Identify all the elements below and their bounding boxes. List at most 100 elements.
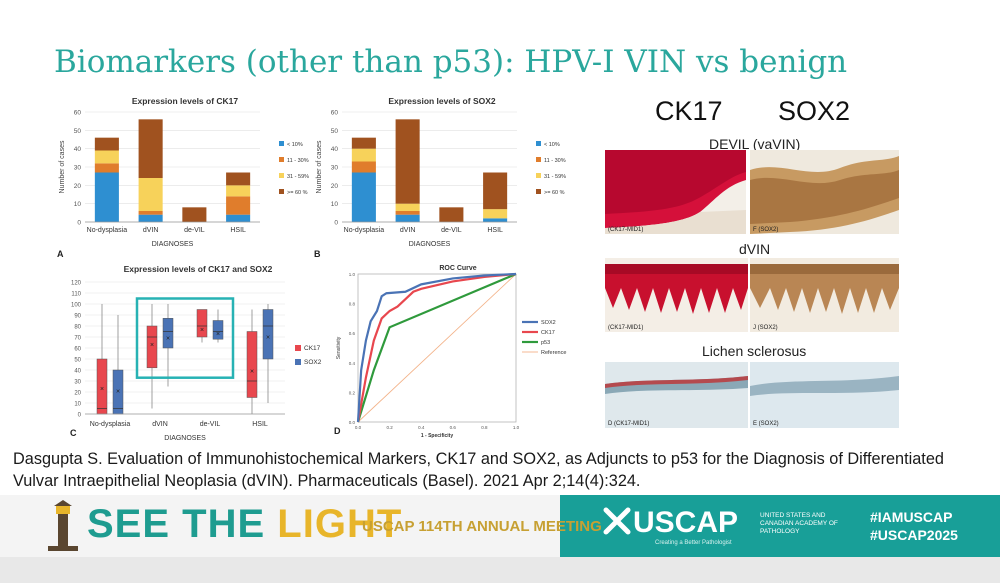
y-tick-label: 110 (71, 292, 81, 298)
x-tick-label: de-VIL (200, 421, 221, 428)
micrograph-devil-sox2-label: F (SOX2) (753, 227, 779, 233)
legend-label: 31 - 59% (287, 174, 309, 180)
box (146, 325, 158, 369)
uscap-logo: USCAP (633, 506, 739, 539)
y-tick-label: 0 (334, 220, 338, 227)
micrograph-devil-ck17-label: (CK17-MID1) (608, 227, 644, 233)
legend-swatch (536, 173, 541, 178)
mean-marker: × (150, 342, 154, 349)
plot-frame (357, 273, 517, 423)
bar-segment (351, 172, 376, 222)
chart-title: ROC Curve (439, 265, 476, 272)
mean-marker: × (216, 331, 220, 338)
x-tick-label: 0.6 (450, 425, 457, 430)
x-axis-label: DIAGNOSES (152, 241, 194, 248)
micrograph-dvin-sox2-label: J (SOX2) (753, 325, 778, 331)
x-tick-label: dVIN (400, 227, 416, 234)
y-tick-label: 20 (74, 391, 81, 397)
legend-label: p53 (541, 340, 550, 346)
micrograph-dvin-ck17: (CK17-MID1) (605, 258, 748, 332)
legend-swatch (279, 157, 284, 162)
chart-panel-a: Expression levels of CK17 0 10 20 30 40 50 60 Nu… (57, 96, 309, 259)
micro-row-title-lichen: Lichen sclerosus (702, 343, 807, 359)
bar-segment (226, 172, 251, 186)
roc-line-reference (357, 273, 517, 423)
micro-col-sox2: SOX2 (778, 96, 851, 126)
x-axis-label: 1 - Specificity (421, 433, 453, 439)
chart-panel-d: ROC Curve 0.00.0 0.2 0.2 0.4 0.4 0.6 0.6 0.8 0.8 1… (334, 265, 566, 439)
x-tick-label: dVIN (152, 421, 168, 428)
y-tick-label: 90 (74, 314, 81, 320)
lighthouse-icon (48, 500, 78, 551)
uscap-x-icon (603, 507, 631, 535)
y-tick-label: 10 (74, 201, 82, 208)
y-tick-label: 60 (74, 110, 82, 117)
citation-text: Dasgupta S. Evaluation of Immunohistoche… (13, 450, 944, 490)
chart-panel-c: Expression levels of CK17 and SOX2 0 10 20 3… (70, 264, 322, 442)
y-tick-label: 30 (331, 165, 339, 172)
mean-marker: × (250, 369, 254, 376)
legend-label: 11 - 30% (287, 158, 309, 164)
uscap-tagline: Creating a Better Pathologist (655, 540, 732, 546)
slide-title: Biomarkers (other than p53): HPV-I VIN v… (54, 44, 848, 80)
bar-segment (439, 207, 464, 222)
micrograph-devil-sox2: F (SOX2) (750, 150, 899, 234)
panel-letter: C (70, 428, 77, 438)
bar-segment (94, 150, 119, 164)
hashtag-uscap2025: #USCAP2025 (870, 527, 958, 543)
roc-line-p53 (356, 272, 517, 423)
y-axis-label: Number of cases (316, 140, 323, 193)
light-text: LIGHT (277, 502, 403, 546)
x-tick-label: de-VIL (441, 227, 462, 234)
bar-segment (138, 214, 163, 222)
x-tick-label: HSIL (487, 227, 503, 234)
y-tick-label: 40 (74, 369, 81, 375)
legend-label: SOX2 (541, 320, 556, 326)
bar-segment (483, 172, 508, 210)
y-tick-label: 0.6 (349, 331, 356, 336)
see-the-light-logo: SEE THE LIGHT (87, 502, 402, 547)
y-tick-label: 0.8 (349, 302, 356, 307)
bar-segment (395, 203, 420, 211)
y-tick-label: 0 (78, 413, 82, 419)
y-tick-label: 0.0 (349, 420, 356, 425)
hashtag-iamuscap: #IAMUSCAP (870, 509, 953, 525)
legend-swatch (295, 359, 301, 365)
y-tick-label: 50 (331, 128, 339, 135)
box (262, 309, 274, 360)
y-tick-label: 0.2 (349, 390, 356, 395)
x-tick-label: No-dysplasia (87, 227, 128, 234)
mean-marker: × (200, 327, 204, 334)
panel-letter: B (314, 249, 321, 259)
micrograph-lichen-sox2: E (SOX2) (750, 362, 899, 428)
footer-bottom-strip (0, 557, 1000, 583)
y-tick-label: 30 (74, 380, 81, 386)
bar-segment (351, 148, 376, 162)
chart-panel-b: Expression levels of SOX2 0 10 20 30 40 50 60 Nu… (314, 96, 566, 259)
roc-line-sox2 (356, 272, 517, 423)
y-tick-label: 0 (77, 220, 81, 227)
meeting-label: USCAP 114TH ANNUAL MEETING (362, 518, 602, 535)
mean-marker: × (116, 388, 120, 395)
legend-label: 11 - 30% (544, 158, 566, 164)
legend-swatch (536, 141, 541, 146)
panel-letter: A (57, 249, 64, 259)
y-tick-label: 10 (74, 402, 81, 408)
mean-marker: × (166, 336, 170, 343)
highlight-box (135, 297, 235, 379)
y-tick-label: 20 (74, 183, 82, 190)
bar-segment (351, 161, 376, 173)
y-tick-label: 10 (331, 201, 339, 208)
y-tick-label: 20 (331, 183, 339, 190)
legend-label: >= 60 % (544, 190, 565, 196)
y-tick-label: 120 (71, 281, 82, 287)
x-tick-label: dVIN (143, 227, 159, 234)
y-tick-label: 0.4 (349, 361, 356, 366)
mean-marker: × (266, 335, 270, 342)
chart-title: Expression levels of CK17 (132, 96, 239, 106)
box (196, 309, 208, 338)
bar-segment (226, 185, 251, 197)
x-axis-label: DIAGNOSES (164, 435, 206, 442)
x-axis-label: DIAGNOSES (409, 241, 451, 248)
bar-segment (483, 218, 508, 222)
